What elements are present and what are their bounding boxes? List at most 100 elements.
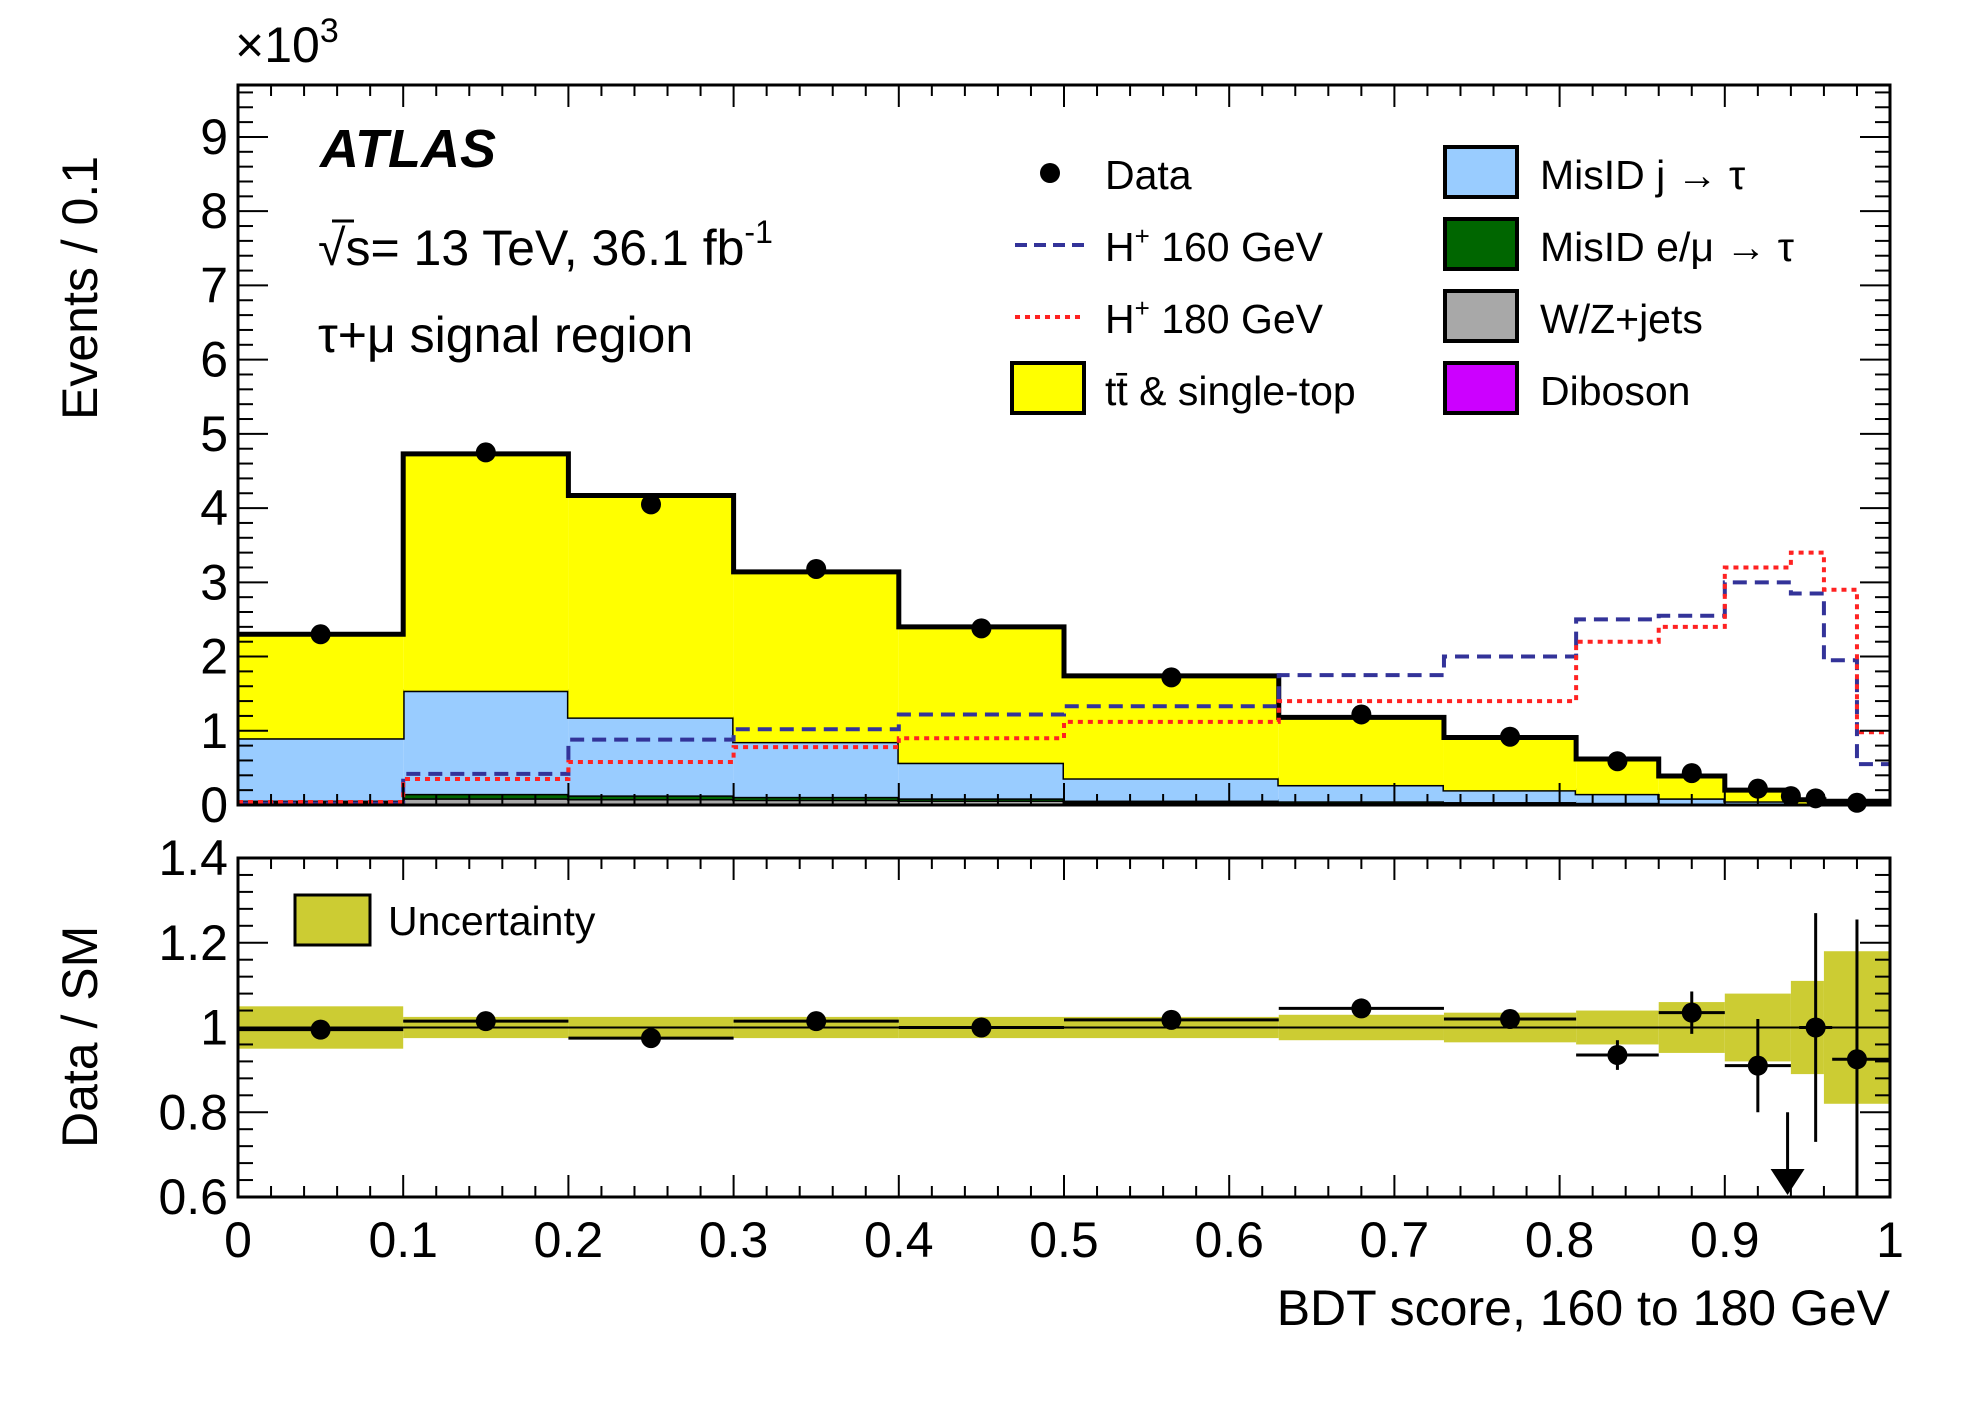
top-y-tick-label: 9 <box>200 109 228 165</box>
signal-histograms <box>238 550 1890 806</box>
stack-bar-4-5 <box>1064 675 1279 779</box>
bottom-y-tick-label: 0.6 <box>158 1169 228 1225</box>
stack-bar-3-4 <box>898 762 1064 799</box>
x-tick-label: 0.3 <box>699 1212 769 1268</box>
data-point-1 <box>475 442 496 463</box>
stack-bar-3-3 <box>733 741 899 797</box>
data-point-7 <box>1500 726 1521 747</box>
stack-bar-4-1 <box>403 453 569 691</box>
bottom-axis-ticks <box>237 857 1891 1198</box>
data-point-6 <box>1351 704 1372 725</box>
stack-bar-3-0 <box>238 738 404 801</box>
top-y-tick-label: 1 <box>200 703 228 759</box>
top-y-tick-label: 2 <box>200 629 228 685</box>
legend-swatch-5 <box>1443 217 1519 271</box>
stack-bar-4-6 <box>1278 717 1444 785</box>
top-y-tick-label: 4 <box>200 480 228 536</box>
uncertainty-legend-label: Uncertainty <box>388 898 596 944</box>
top-y-tick-label: 7 <box>200 257 228 313</box>
ratio-point-3 <box>806 1011 827 1032</box>
x-tick-label: 0.9 <box>1690 1212 1760 1268</box>
ratio-point-8 <box>1607 1045 1628 1066</box>
legend-label-1: H+ 160 GeV <box>1105 221 1324 270</box>
legend-ttbar-swatch <box>1010 361 1086 415</box>
uncertainty-legend-swatch <box>293 893 372 947</box>
data-point-4 <box>971 618 992 639</box>
data-point-5 <box>1161 667 1182 688</box>
x-tick-label: 0.7 <box>1360 1212 1430 1268</box>
ratio-point-1 <box>475 1011 496 1032</box>
region-label: τ+μ signal region <box>318 307 693 363</box>
bottom-y-tick-label: 0.8 <box>158 1084 228 1140</box>
top-y-tick-label: 6 <box>200 332 228 388</box>
ratio-point-9 <box>1681 1002 1702 1023</box>
x-tick-labels: 0 0.1 0.2 0.3 0.4 0.5 0.6 0.7 0.8 0.9 1 <box>224 1212 1904 1268</box>
x-tick-label: 0.2 <box>534 1212 604 1268</box>
lumi-superscript: -1 <box>744 214 772 250</box>
x-tick-label: 0.4 <box>864 1212 934 1268</box>
legend-label-6: W/Z+jets <box>1540 296 1703 342</box>
ratio-point-0 <box>310 1019 331 1040</box>
bottom-panel: 0.60.811.21.4 0 0.1 0.2 0.3 0.4 0.5 0.6 0.7 0.8 0… <box>52 830 1904 1336</box>
stack-bar-4-9 <box>1658 776 1725 799</box>
legend-label-0: Data <box>1105 152 1192 198</box>
top-y-tick-label: 8 <box>200 183 228 239</box>
bottom-y-axis-title: Data / SM <box>52 926 108 1148</box>
ratio-point-5 <box>1161 1009 1182 1030</box>
stack-bar-2-1 <box>403 793 569 799</box>
legend-swatch-6 <box>1443 289 1519 343</box>
ratio-points <box>238 913 1890 1197</box>
x-tick-label: 0 <box>224 1212 252 1268</box>
x-tick-label: 0.8 <box>1525 1212 1595 1268</box>
stack-bar-3-2 <box>568 717 734 796</box>
stack-bar-3-6 <box>1278 784 1444 802</box>
x-tick-label: 0.5 <box>1029 1212 1099 1268</box>
bottom-y-tick-labels: 0.6 0.8 1 1.2 1.4 <box>158 830 228 1225</box>
legend-label-2: H+ 180 GeV <box>1105 293 1324 342</box>
stack-bar-1-3 <box>733 799 899 804</box>
top-y-tick-labels: 0 1 2 3 4 5 6 7 8 9 <box>200 109 228 833</box>
ratio-point-6 <box>1351 998 1372 1019</box>
y-multiplier-base: ×10 <box>235 17 320 73</box>
x-tick-label: 0.1 <box>368 1212 438 1268</box>
legend-label-4: MisID j → τ <box>1540 152 1745 198</box>
stack-bar-1-1 <box>403 798 569 804</box>
top-y-tick-label: 5 <box>200 406 228 462</box>
ratio-point-4 <box>971 1017 992 1038</box>
stack-bar-3-8 <box>1576 793 1659 803</box>
stack-bar-2-2 <box>568 795 734 800</box>
top-y-tick-label: 3 <box>200 554 228 610</box>
stack-bar-4-2 <box>568 495 734 718</box>
sqrt-s-symbol: √s <box>318 220 370 276</box>
legend-label-5: MisID e/μ → τ <box>1540 224 1794 270</box>
stack-bar-3-1 <box>403 690 569 794</box>
ratio-point-11 <box>1805 1017 1826 1038</box>
legend-swatch-4 <box>1443 145 1519 199</box>
legend-label-7: Diboson <box>1540 368 1690 414</box>
off-scale-arrow-head <box>1770 1169 1805 1195</box>
data-point-3 <box>806 558 827 579</box>
data-points <box>310 442 1867 813</box>
top-y-tick-label: 0 <box>200 777 228 833</box>
x-axis-title: BDT score, 160 to 180 GeV <box>1277 1280 1891 1336</box>
legend-label-3: tt̄ & single-top <box>1105 368 1356 414</box>
legend-data-marker <box>1040 163 1060 183</box>
bottom-y-tick-label: 1 <box>200 1000 228 1056</box>
y-multiplier-label: ×103 <box>235 12 339 73</box>
data-point-10 <box>1747 778 1768 799</box>
data-point-8 <box>1607 751 1628 772</box>
energy-lumi-text: = 13 TeV, 36.1 fb <box>370 220 744 276</box>
stack-bar-3-5 <box>1064 778 1279 801</box>
atlas-label: ATLAS <box>318 119 496 179</box>
stack-bar-3-7 <box>1443 790 1577 803</box>
stack-bar-1-2 <box>568 799 734 804</box>
stack-bar-4-4 <box>898 626 1064 763</box>
top-axis-ticks <box>237 85 1891 806</box>
data-point-0 <box>310 624 331 645</box>
data-point-12 <box>1805 788 1826 809</box>
energy-lumi-label: √s= 13 TeV, 36.1 fb-1 <box>318 214 773 276</box>
ratio-point-12 <box>1846 1049 1867 1070</box>
signal-line-1 <box>238 550 1890 805</box>
